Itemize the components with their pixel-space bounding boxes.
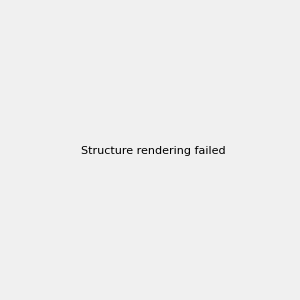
Text: Structure rendering failed: Structure rendering failed xyxy=(81,146,226,157)
